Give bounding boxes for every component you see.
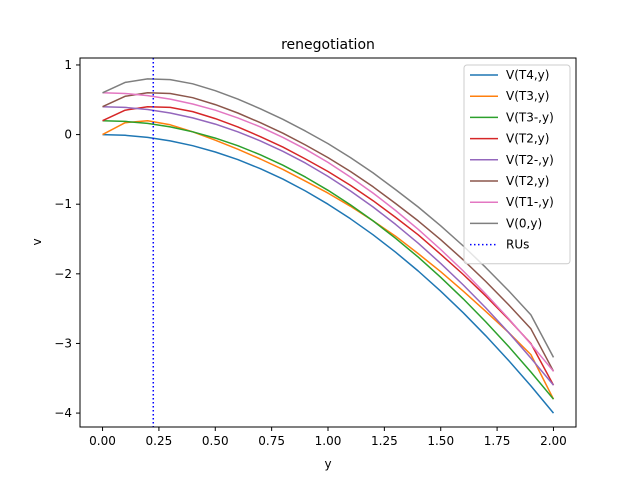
series-line-7: [102, 92, 555, 372]
x-tick-label: 1.00: [315, 434, 342, 448]
series-line-6: [102, 92, 555, 372]
chart-title: renegotiation: [281, 37, 375, 53]
x-tick-label: 2.00: [540, 434, 567, 448]
y-tick-label: −4: [54, 406, 72, 420]
x-tick-label: 1.25: [371, 434, 398, 448]
legend-box: [463, 64, 571, 265]
x-axis-label: y: [324, 457, 331, 471]
series-line-3: [102, 119, 555, 400]
series-line-2: [102, 119, 555, 400]
y-tick-label: 0: [64, 128, 72, 142]
legend: V(T4,y) V(T3,y) V(T3-,y) V(T2,y) V(T2-,y) V(T…: [463, 64, 571, 265]
series-line-5: [102, 105, 555, 386]
legend-label: V(T1-,y): [506, 195, 554, 209]
x-tick-label: 0.00: [89, 434, 116, 448]
x-axis-ticks: 0.00 0.25 0.50 0.75 1.00 1.25 1.50 1.75 2.00: [89, 427, 567, 448]
legend-label: V(0,y): [506, 216, 542, 230]
legend-label: V(T3-,y): [506, 110, 554, 124]
legend-label: V(T2,y): [506, 132, 549, 146]
x-tick-label: 1.50: [427, 434, 454, 448]
x-tick-label: 0.75: [258, 434, 285, 448]
plot-frame: [79, 57, 577, 428]
y-tick-label: −3: [54, 336, 72, 350]
y-axis-ticks: −4 −3 −2 −1 0 1: [54, 58, 80, 420]
legend-label: V(T3,y): [506, 89, 549, 103]
legend-label: RUs: [506, 238, 529, 252]
x-tick-label: 0.25: [146, 434, 173, 448]
y-tick-label: −2: [54, 267, 72, 281]
legend-label: V(T2-,y): [506, 153, 554, 167]
x-tick-label: 0.50: [202, 434, 229, 448]
legend-label: V(T2,y): [506, 174, 549, 188]
y-tick-label: 1: [64, 58, 72, 72]
plot-area: [102, 58, 555, 427]
series-line-1: [102, 133, 555, 414]
series-line-4: [102, 105, 555, 386]
x-tick-label: 1.75: [484, 434, 511, 448]
y-axis-label: v: [30, 238, 44, 245]
y-tick-label: −1: [54, 197, 72, 211]
legend-label: V(T4,y): [506, 68, 549, 82]
